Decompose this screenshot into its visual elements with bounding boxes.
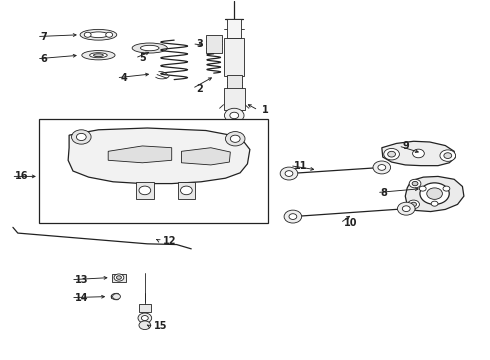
Text: 7: 7	[41, 32, 48, 41]
Circle shape	[427, 188, 442, 199]
Circle shape	[225, 132, 245, 146]
Text: 13: 13	[75, 275, 89, 285]
Text: 14: 14	[75, 293, 89, 303]
Circle shape	[289, 214, 297, 220]
Circle shape	[280, 167, 298, 180]
Bar	[224, 39, 244, 76]
Bar	[177, 182, 195, 199]
Circle shape	[431, 201, 438, 206]
Circle shape	[142, 316, 148, 320]
Circle shape	[117, 276, 122, 279]
Polygon shape	[108, 146, 172, 163]
Polygon shape	[405, 176, 464, 212]
Circle shape	[378, 165, 386, 170]
Bar	[136, 182, 154, 199]
Bar	[39, 119, 269, 223]
Circle shape	[114, 274, 124, 281]
Circle shape	[443, 186, 450, 191]
Circle shape	[420, 183, 449, 204]
Circle shape	[139, 186, 151, 195]
Circle shape	[409, 179, 421, 188]
Circle shape	[230, 135, 240, 142]
Circle shape	[139, 321, 151, 329]
Ellipse shape	[141, 45, 159, 51]
Bar	[139, 304, 151, 312]
Circle shape	[440, 150, 456, 161]
Circle shape	[411, 202, 416, 207]
Polygon shape	[181, 148, 230, 165]
Circle shape	[284, 210, 302, 223]
Circle shape	[72, 130, 91, 144]
Circle shape	[397, 202, 415, 215]
Text: 5: 5	[139, 53, 146, 63]
Circle shape	[138, 313, 152, 323]
Text: 11: 11	[294, 161, 307, 171]
Circle shape	[84, 32, 91, 37]
Text: 2: 2	[196, 84, 203, 94]
Bar	[227, 75, 242, 89]
Text: 3: 3	[196, 39, 203, 49]
Ellipse shape	[132, 43, 167, 53]
Circle shape	[76, 134, 86, 140]
Polygon shape	[68, 128, 250, 184]
Text: 8: 8	[381, 188, 388, 198]
Bar	[112, 274, 126, 282]
Circle shape	[230, 112, 239, 119]
Circle shape	[388, 151, 395, 157]
Text: 15: 15	[154, 321, 167, 331]
Circle shape	[413, 149, 424, 158]
Circle shape	[224, 108, 244, 123]
Circle shape	[402, 206, 410, 212]
Circle shape	[412, 181, 418, 186]
Polygon shape	[382, 141, 455, 166]
Text: 1: 1	[262, 105, 269, 115]
Text: 4: 4	[121, 73, 127, 83]
Bar	[206, 36, 221, 53]
Circle shape	[106, 32, 113, 37]
Circle shape	[384, 148, 399, 160]
Ellipse shape	[80, 30, 117, 40]
Circle shape	[408, 200, 419, 209]
Circle shape	[373, 161, 391, 174]
Text: 16: 16	[15, 171, 29, 181]
Text: 6: 6	[41, 54, 48, 64]
Text: 9: 9	[402, 141, 409, 151]
Ellipse shape	[82, 50, 115, 60]
Circle shape	[419, 186, 426, 191]
Text: 12: 12	[163, 236, 177, 246]
Bar	[223, 88, 245, 110]
Circle shape	[113, 294, 121, 300]
Circle shape	[444, 153, 452, 158]
Ellipse shape	[89, 32, 108, 38]
Circle shape	[180, 186, 192, 195]
Bar	[227, 19, 241, 39]
Ellipse shape	[94, 54, 103, 57]
Ellipse shape	[90, 53, 107, 58]
Circle shape	[285, 171, 293, 176]
Text: 10: 10	[344, 218, 358, 228]
